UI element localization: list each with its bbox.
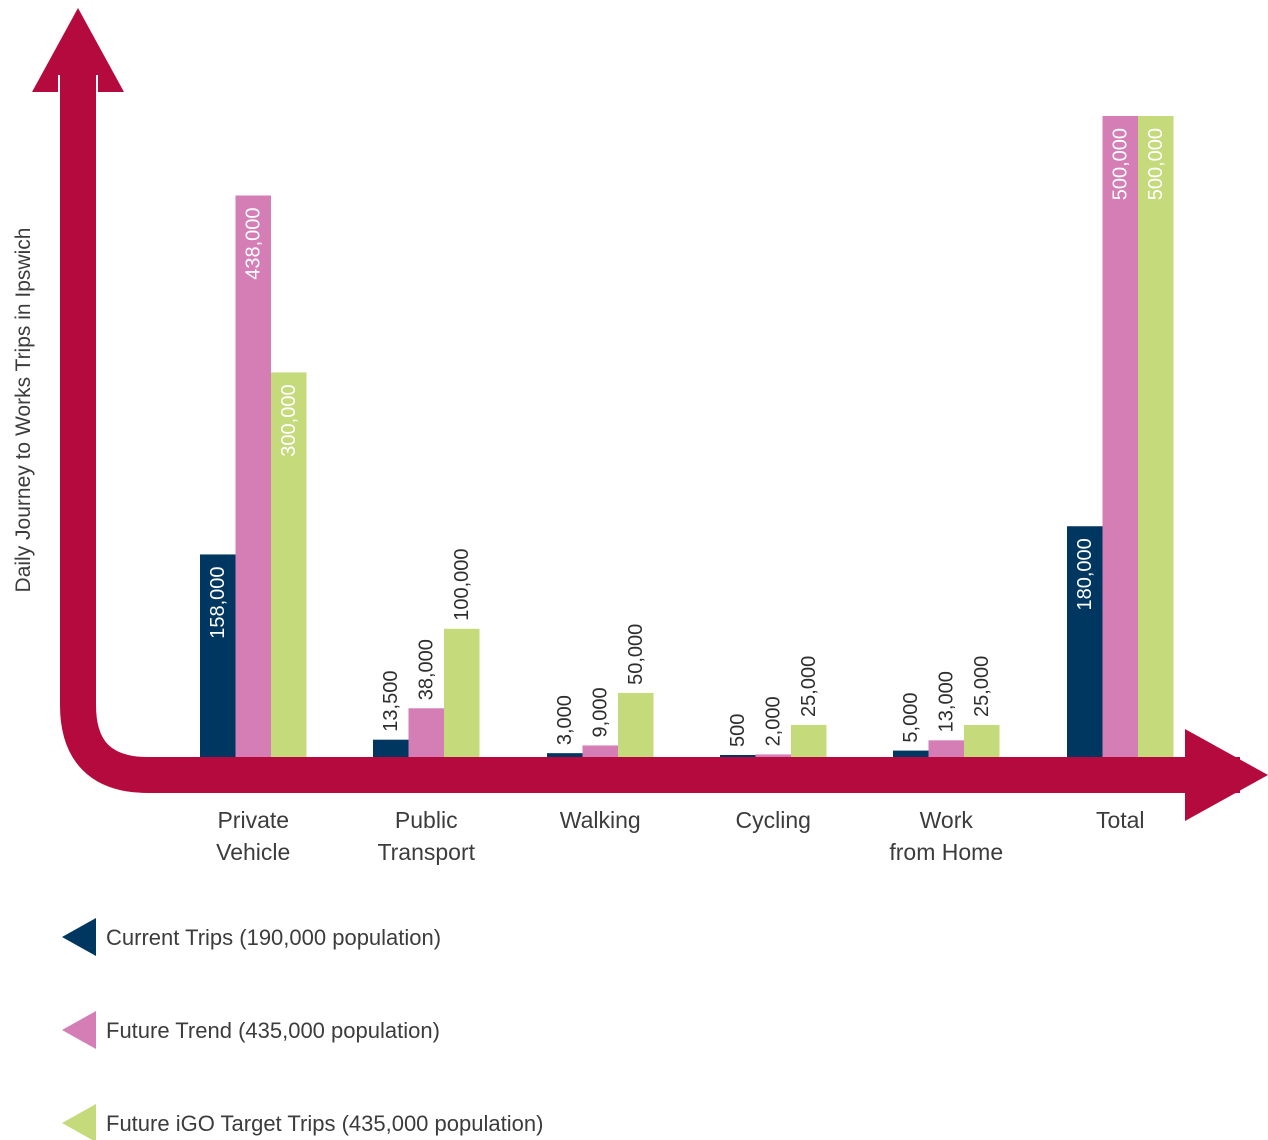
bar-value-label: 300,000 (278, 384, 300, 456)
category-label: Public (395, 807, 458, 833)
bar (444, 629, 480, 757)
bar (373, 740, 409, 757)
legend-label: Future Trend (435,000 population) (106, 1018, 440, 1043)
bar (791, 725, 827, 757)
legend-label: Current Trips (190,000 population) (106, 925, 441, 950)
bar-value-label: 25,000 (971, 656, 993, 717)
legend-marker (62, 918, 96, 956)
category-label: Total (1096, 807, 1145, 833)
bar-value-label: 500,000 (1145, 128, 1167, 200)
bar (964, 725, 1000, 757)
bar-value-label: 9,000 (589, 687, 611, 737)
bar-value-label: 2,000 (762, 696, 784, 746)
legend-label: Future iGO Target Trips (435,000 populat… (106, 1111, 543, 1136)
bar-value-label: 3,000 (554, 695, 576, 745)
bar-value-label: 500,000 (1109, 128, 1131, 200)
category-labels: Private Vehicle Public Transport Walking Cycl… (216, 807, 1144, 865)
bar-value-label: 50,000 (625, 624, 647, 685)
legend: Current Trips (190,000 population) Future… (62, 918, 543, 1140)
bar (409, 708, 445, 757)
bar (618, 693, 654, 757)
bar-value-label: 100,000 (451, 549, 473, 621)
bar-value-label: 38,000 (415, 639, 437, 700)
bar-value-label: 438,000 (242, 207, 264, 279)
bar-value-label: 13,500 (380, 671, 402, 732)
bar (547, 753, 583, 757)
bar (1138, 116, 1174, 757)
bars (200, 116, 1174, 757)
bar-value-label: 180,000 (1074, 538, 1096, 610)
bar-value-label: 13,000 (935, 671, 957, 732)
bar (756, 754, 792, 757)
bar-value-label: 5,000 (900, 693, 922, 743)
bar-value-label: 158,000 (207, 566, 229, 638)
category-label: from Home (889, 839, 1003, 865)
category-label: Transport (377, 839, 475, 865)
category-label: Vehicle (216, 839, 290, 865)
category-label: Walking (560, 807, 641, 833)
category-label: Cycling (736, 807, 811, 833)
bar (720, 755, 756, 757)
bar-value-label: 25,000 (798, 656, 820, 717)
legend-marker (62, 1104, 96, 1140)
bar (893, 751, 929, 757)
value-labels: 158,000 13,500 3,000 500 5,000 180,000 438,000… (207, 128, 1167, 747)
y-axis-label: Daily Journey to Works Trips in Ipswich (12, 228, 35, 593)
category-label: Private (217, 807, 289, 833)
category-label: Work (920, 807, 974, 833)
bar (1103, 116, 1139, 757)
bar-value-label: 500 (727, 714, 749, 747)
legend-marker (62, 1011, 96, 1049)
bar (583, 745, 619, 757)
bar (929, 740, 965, 757)
